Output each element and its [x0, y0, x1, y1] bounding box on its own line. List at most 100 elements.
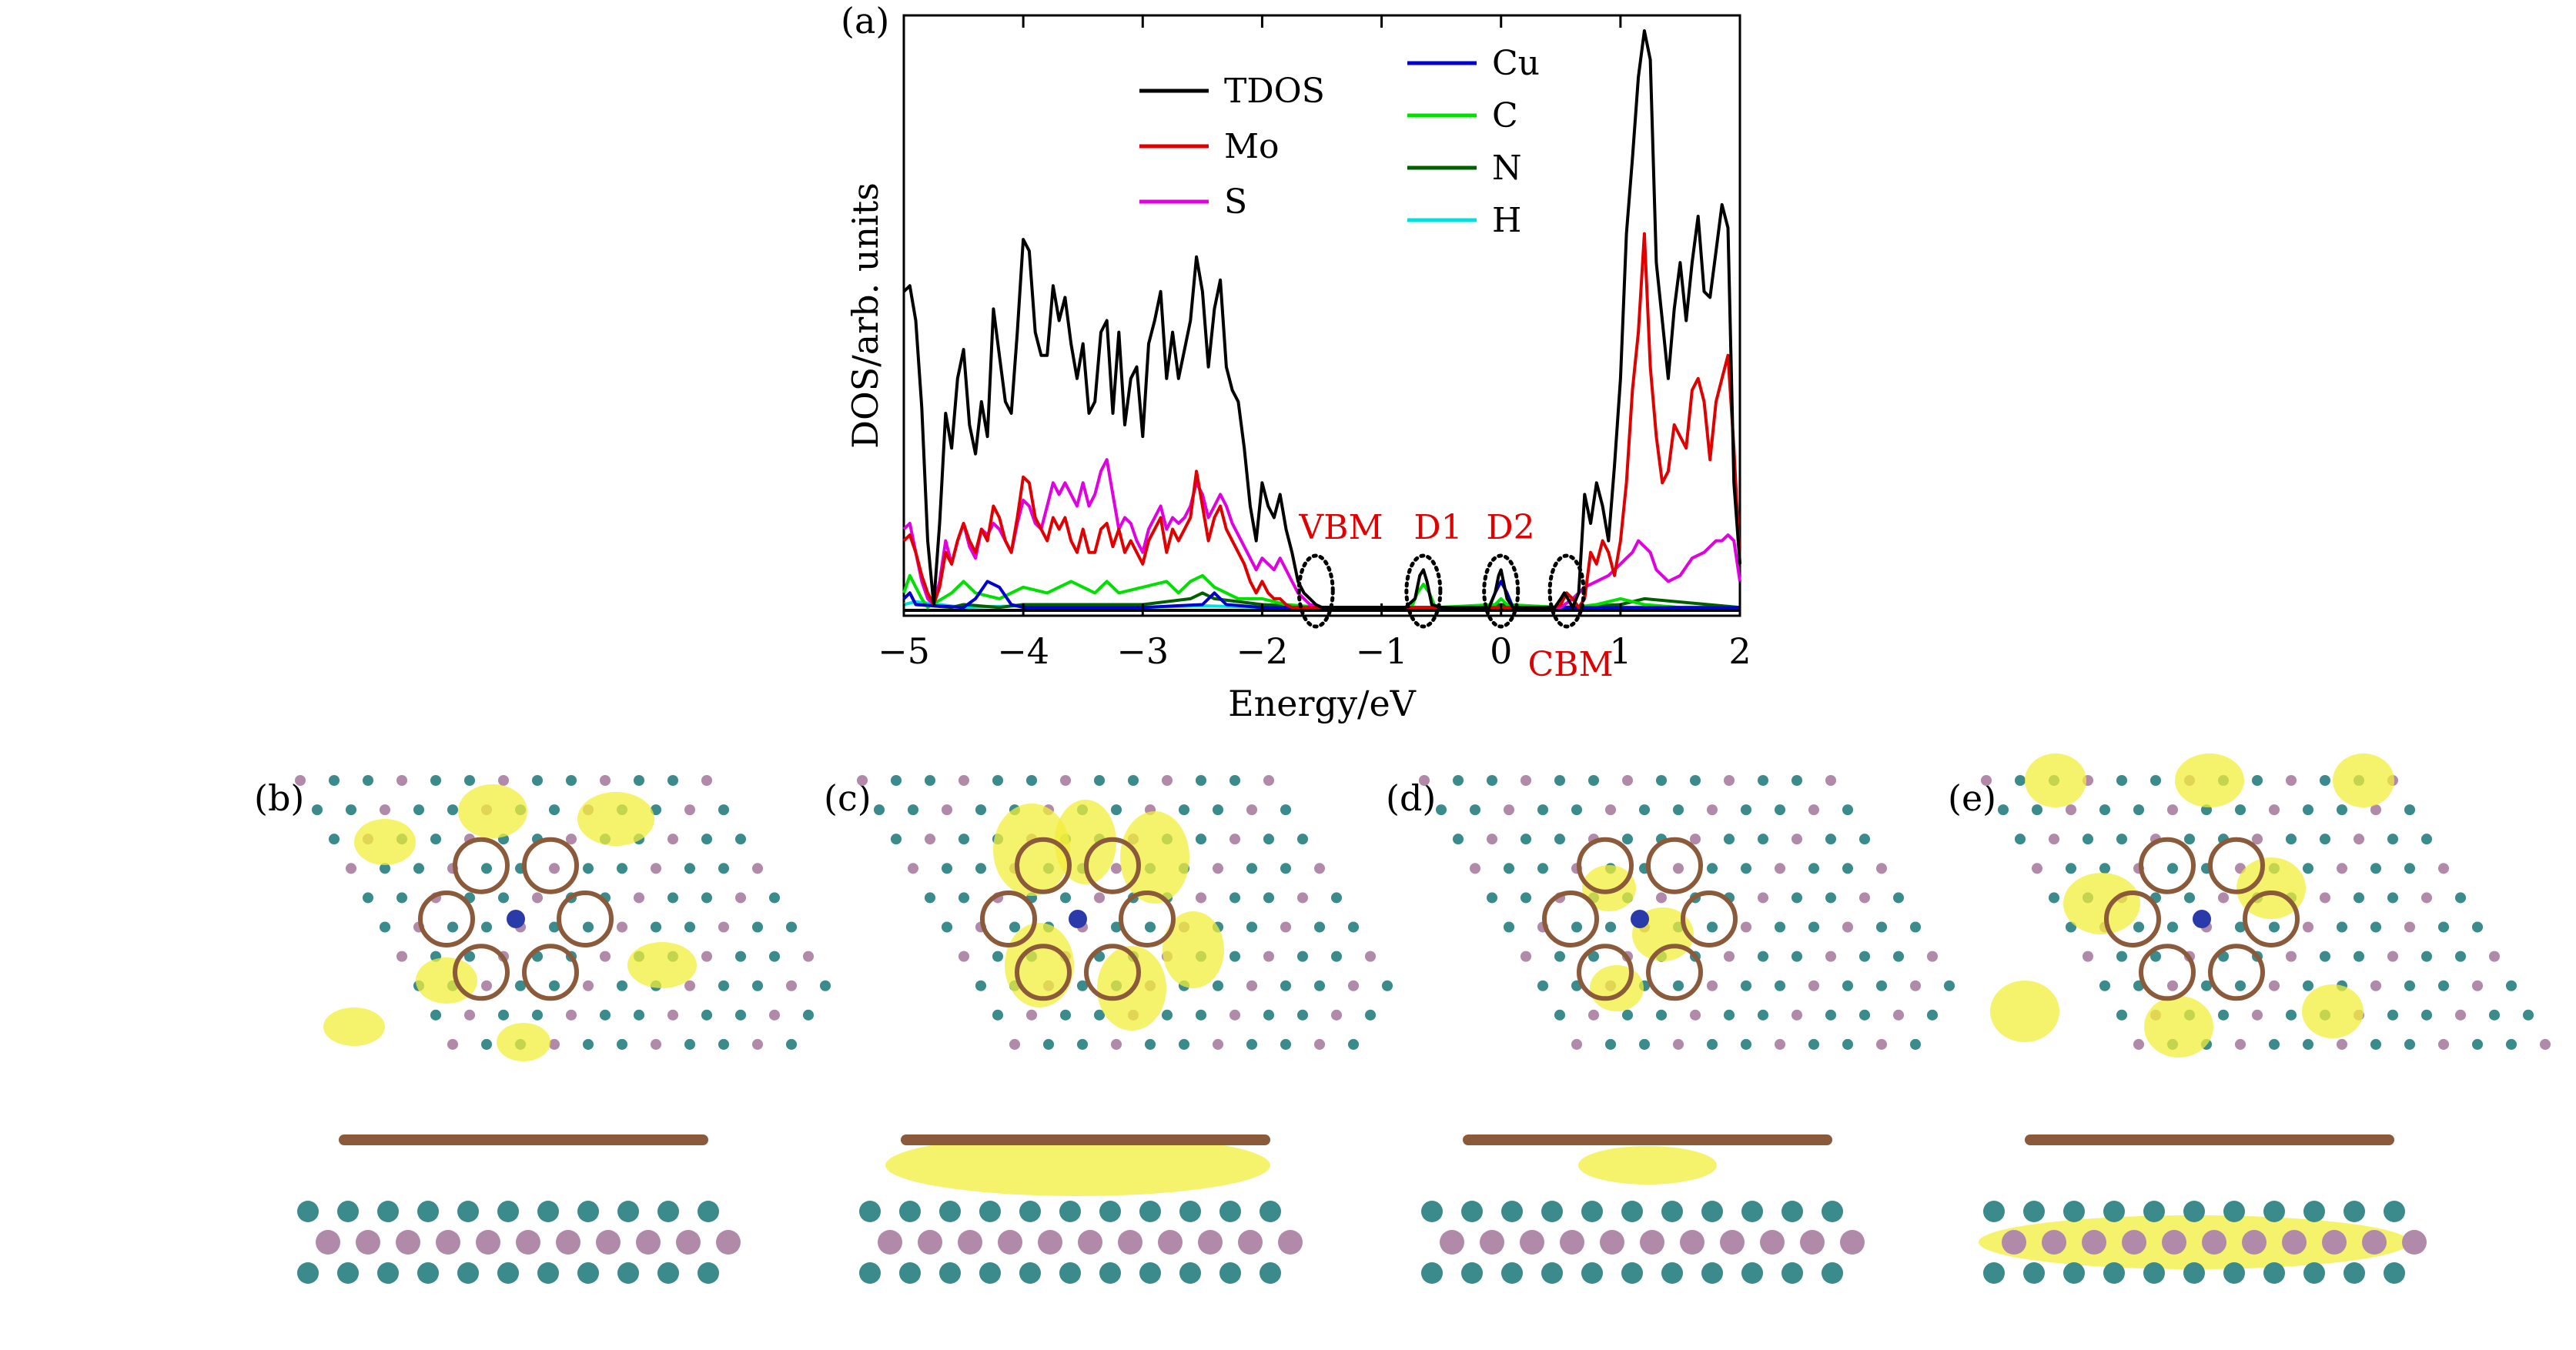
legend-label-c: C	[1492, 96, 1518, 135]
atom	[2162, 1230, 2186, 1255]
atom	[396, 774, 408, 787]
atom	[2322, 1230, 2347, 1255]
atom	[924, 834, 936, 845]
x-ticks: −5 −4 −3 −2 −1 0 1 2	[878, 15, 1751, 672]
atom	[2166, 863, 2179, 874]
atom	[1118, 1230, 1142, 1255]
atom	[1701, 1201, 1723, 1222]
atom	[2384, 1201, 2405, 1222]
atom	[1723, 1009, 1735, 1021]
x-tick-label: 2	[1728, 630, 1751, 672]
atom	[768, 892, 781, 904]
atom	[616, 921, 628, 933]
atom	[1604, 804, 1617, 816]
atom	[2402, 1230, 2427, 1255]
atom	[907, 863, 919, 874]
atom	[1723, 951, 1735, 962]
atom	[1059, 892, 1072, 904]
atom	[1621, 1262, 1643, 1284]
atom	[785, 980, 798, 991]
molecule-ring	[1646, 837, 1703, 894]
atom	[1280, 921, 1292, 933]
atom	[1541, 1201, 1563, 1222]
charge-density-blob	[354, 819, 416, 865]
atom	[2285, 1009, 2297, 1021]
atom	[430, 834, 442, 845]
atom	[436, 1230, 460, 1255]
atom	[1661, 1201, 1683, 1222]
atom	[480, 1038, 493, 1050]
atom	[2031, 804, 2043, 816]
atom	[1781, 1201, 1803, 1222]
atom	[1381, 980, 1393, 991]
atom	[1791, 774, 1803, 787]
annotations: VBM D1 D2 CBM	[1296, 508, 1614, 684]
atom	[2143, 1201, 2165, 1222]
molecule-ring	[1084, 944, 1141, 1001]
molecule-ring	[2139, 944, 2196, 1001]
series-line-c	[902, 573, 1740, 610]
atom	[1581, 1262, 1603, 1284]
atom	[1260, 1201, 1281, 1222]
atom	[447, 1038, 459, 1050]
atom	[1791, 892, 1803, 904]
atom	[2268, 980, 2280, 991]
atom	[1313, 1038, 1326, 1050]
atom	[873, 804, 885, 816]
molecule-ring	[453, 837, 510, 894]
atom	[1541, 1262, 1563, 1284]
atom	[516, 1230, 540, 1255]
atom	[2404, 980, 2416, 991]
atom	[992, 951, 1004, 962]
atom	[1212, 863, 1224, 874]
atom	[356, 1230, 380, 1255]
atom	[1480, 1230, 1504, 1255]
atom	[2302, 1038, 2314, 1050]
atom	[2370, 1038, 2382, 1050]
atom	[1093, 1009, 1106, 1021]
atom	[328, 834, 340, 845]
atom	[1263, 834, 1275, 845]
atom	[1158, 1230, 1183, 1255]
atom	[1661, 1262, 1683, 1284]
atom	[2065, 863, 2077, 874]
atom	[2404, 804, 2416, 816]
atom	[1520, 892, 1532, 904]
atom	[2202, 1230, 2226, 1255]
annotation-ellipse-d1	[1404, 553, 1443, 629]
atom	[1655, 1009, 1668, 1021]
atom	[2268, 1038, 2280, 1050]
structure-e	[1925, 754, 2551, 1284]
atom	[1825, 1009, 1837, 1021]
atom	[2149, 951, 2162, 962]
atom	[979, 1201, 1001, 1222]
atom	[2217, 892, 2230, 904]
atom	[856, 774, 868, 787]
atom	[941, 863, 953, 874]
atom	[1537, 980, 1549, 991]
atom	[667, 834, 679, 845]
atom	[2370, 921, 2382, 933]
atom	[1554, 774, 1566, 787]
atom	[1680, 1230, 1705, 1255]
atom	[337, 1262, 359, 1284]
atom	[2370, 980, 2382, 991]
atom	[337, 1201, 359, 1222]
atom	[2404, 863, 2416, 874]
atom	[1909, 921, 1922, 933]
atom	[701, 1009, 713, 1021]
charge-density-blob	[1582, 865, 1636, 911]
atom	[616, 980, 628, 991]
atom	[802, 951, 815, 962]
atom	[463, 951, 476, 962]
atom	[2404, 921, 2416, 933]
atom	[1537, 863, 1549, 874]
atom	[2183, 892, 2196, 904]
atom	[633, 774, 645, 787]
atom	[1892, 892, 1905, 904]
atom	[1364, 951, 1377, 962]
atom	[413, 804, 425, 816]
atom	[2063, 1201, 2085, 1222]
charge-density-blob	[577, 792, 654, 846]
atom	[1229, 1009, 1241, 1021]
